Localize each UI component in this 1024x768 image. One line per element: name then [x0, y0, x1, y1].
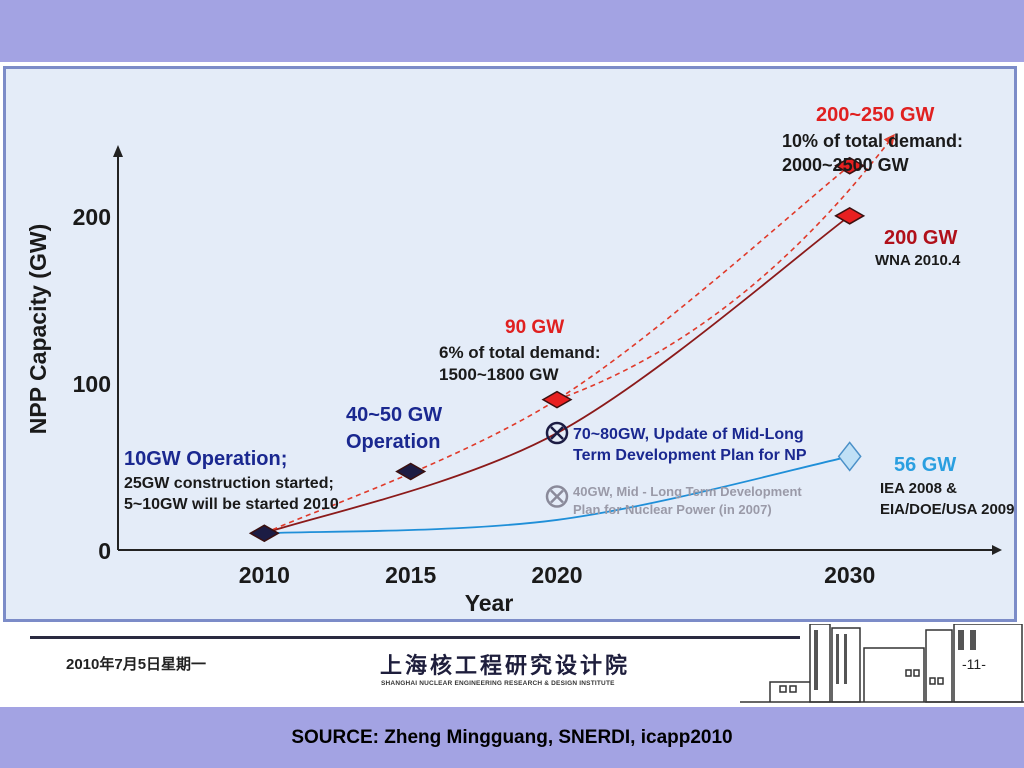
- annotation-text: Operation: [346, 431, 440, 453]
- x-tick-label: 2020: [531, 562, 582, 588]
- annotation-text: IEA 2008 &: [880, 480, 957, 497]
- data-point-crossed-circle: [545, 485, 569, 508]
- y-axis-arrow: [113, 145, 123, 157]
- annotation-text: 56 GW: [894, 454, 956, 476]
- data-point-light-diamond: [837, 441, 862, 472]
- footer-date: 2010年7月5日星期一: [66, 656, 207, 673]
- data-point-diamond: [395, 462, 427, 481]
- x-axis-arrow: [992, 545, 1002, 555]
- footer-org-name: 上海核工程研究设计院: [380, 654, 631, 679]
- annotation-text: 70~80GW, Update of Mid-Long: [573, 426, 804, 443]
- source-caption: SOURCE: Zheng Mingguang, SNERDI, icapp20…: [291, 727, 733, 748]
- annotation-text: 10GW Operation;: [124, 448, 287, 470]
- x-axis-title: Year: [465, 590, 514, 616]
- series-line-1: [264, 165, 851, 535]
- chart-frame: 2010 2015 2020 2030 0 100 200 Year NPP Capacity …: [3, 66, 1017, 622]
- data-point-diamond: [834, 156, 866, 175]
- x-tick-label: 2015: [385, 562, 436, 588]
- series-line-2: [556, 133, 895, 401]
- annotation-text: 1500~1800 GW: [439, 365, 560, 384]
- page-number: -11-: [962, 656, 986, 672]
- annotation-text: WNA 2010.4: [875, 252, 961, 269]
- capacity-chart: 2010 2015 2020 2030 0 100 200 Year NPP Capacity …: [25, 104, 1014, 616]
- data-point-cross: [550, 489, 564, 504]
- source-band: [0, 707, 1024, 768]
- annotation-text: 40~50 GW: [346, 404, 442, 426]
- annotation-text: 5~10GW will be started 2010: [124, 496, 339, 513]
- annotation-text: Term Development Plan for NP: [573, 447, 807, 464]
- x-tick-label: 2010: [239, 562, 290, 588]
- annotation-text: 200 GW: [884, 227, 957, 249]
- y-tick-label: 0: [98, 538, 111, 564]
- title-band: [0, 0, 1024, 62]
- y-tick-label: 100: [73, 371, 111, 397]
- y-tick-label: 200: [73, 204, 111, 230]
- annotation-text: EIA/DOE/USA 2009: [880, 501, 1014, 518]
- footer-org-name-en: SHANGHAI NUCLEAR ENGINEERING RESEARCH & …: [381, 680, 615, 687]
- annotation-text: 25GW construction started;: [124, 475, 334, 492]
- data-point-diamond: [248, 524, 280, 543]
- footer-divider: [30, 636, 800, 639]
- annotation-text: 6% of total demand:: [439, 343, 601, 362]
- data-point-diamond: [834, 206, 866, 225]
- annotation-text: 40GW, Mid - Long Term Development: [573, 484, 802, 499]
- annotation-text: 90 GW: [505, 317, 564, 338]
- y-axis-title: NPP Capacity (GW): [25, 224, 51, 434]
- x-tick-label: 2030: [824, 562, 875, 588]
- annotation-text: 200~250 GW: [816, 104, 935, 126]
- data-point-cross: [550, 426, 564, 440]
- annotation-text: 10% of total demand:: [782, 131, 963, 151]
- series-line-3: [264, 455, 850, 535]
- data-point-diamond: [541, 390, 573, 409]
- data-point-crossed-circle: [545, 421, 569, 445]
- building-sketch: [740, 624, 1024, 703]
- annotation-text: Plan for Nuclear Power (in 2007): [573, 502, 772, 517]
- annotation-text: 2000~2500 GW: [782, 155, 909, 175]
